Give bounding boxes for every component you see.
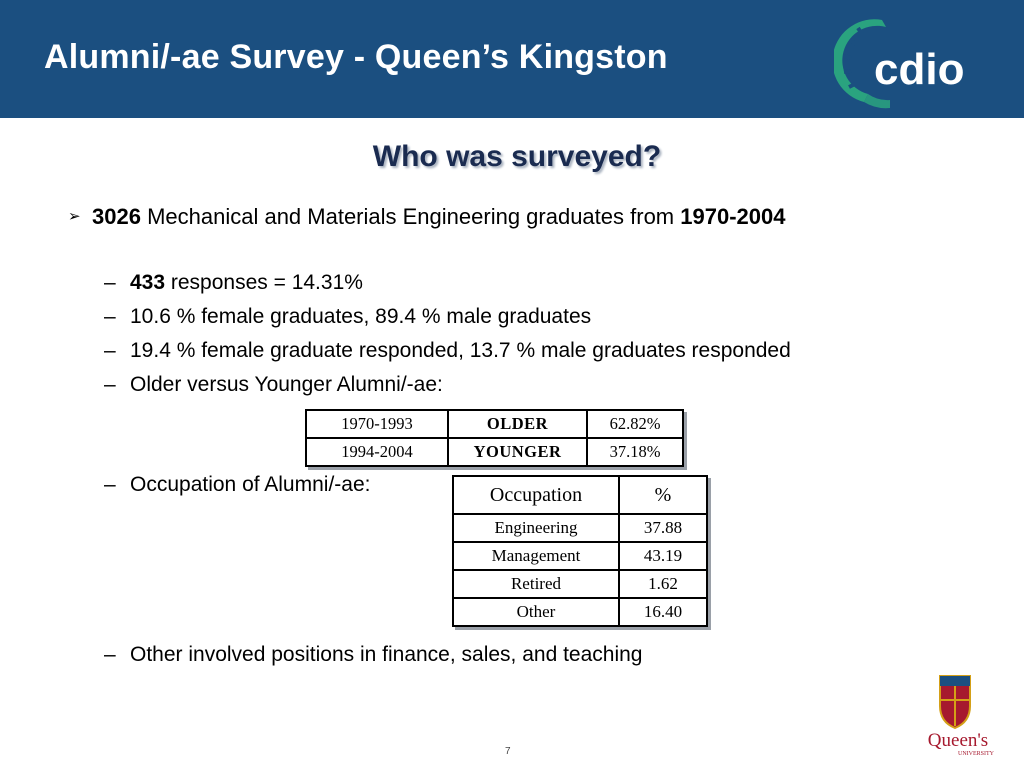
- table-header-row: Occupation %: [452, 475, 708, 515]
- column-header: %: [618, 475, 708, 515]
- queens-university-logo: Queen's UNIVERSITY: [928, 675, 995, 757]
- sub-bullet-text: responses = 14.31%: [165, 271, 363, 294]
- table-cell: 1.62: [618, 569, 708, 599]
- table-row: Retired 1.62: [452, 569, 708, 599]
- table-cell: 37.88: [618, 513, 708, 543]
- table-row: 1970-1993 OLDER 62.82%: [305, 409, 684, 439]
- dash-marker: –: [104, 643, 116, 666]
- sub-bullet-text: Occupation of Alumni/-ae:: [130, 473, 371, 496]
- table-cell: Other: [452, 597, 620, 627]
- table-cell: OLDER: [447, 409, 588, 439]
- queens-logo-text: Queen's: [928, 730, 988, 751]
- sub-bullet: – Other involved positions in finance, sa…: [104, 642, 642, 668]
- dash-marker: –: [104, 271, 116, 294]
- table-cell: Retired: [452, 569, 620, 599]
- table-cell: 43.19: [618, 541, 708, 571]
- sub-bullet: – Older versus Younger Alumni/-ae:: [104, 372, 443, 398]
- main-bullet: ➢ 3026 Mechanical and Materials Engineer…: [68, 203, 948, 231]
- table-cell: 62.82%: [586, 409, 684, 439]
- queens-logo-subtext: UNIVERSITY: [958, 751, 995, 757]
- column-header: Occupation: [452, 475, 620, 515]
- table-cell: Management: [452, 541, 620, 571]
- dash-marker: –: [104, 473, 116, 496]
- dash-marker: –: [104, 305, 116, 328]
- sub-bullet-text: 19.4 % female graduate responded, 13.7 %…: [130, 339, 791, 362]
- cdio-logo: cdio: [834, 19, 964, 109]
- dash-marker: –: [104, 373, 116, 396]
- sub-bullet: –19.4 % female graduate responded, 13.7 …: [104, 338, 791, 364]
- table-cell: YOUNGER: [447, 437, 588, 467]
- arrow-bullet-icon: ➢: [68, 208, 81, 225]
- age-group-table: 1970-1993 OLDER 62.82% 1994-2004 YOUNGER…: [305, 409, 684, 467]
- header-bar: Alumni/-ae Survey - Queen’s Kingston cdi…: [0, 0, 1024, 118]
- sub-bullet: –433 responses = 14.31%: [104, 270, 363, 296]
- response-count: 433: [130, 271, 166, 294]
- graduate-count: 3026: [92, 204, 141, 229]
- table-cell: 37.18%: [586, 437, 684, 467]
- table-row: Management 43.19: [452, 541, 708, 571]
- table-cell: 1970-1993: [305, 409, 449, 439]
- main-bullet-text: Mechanical and Materials Engineering gra…: [140, 204, 681, 229]
- slide-subtitle: Who was surveyed?: [372, 140, 662, 173]
- table-cell: 16.40: [618, 597, 708, 627]
- sub-bullet-text: 10.6 % female graduates, 89.4 % male gra…: [130, 305, 592, 328]
- table-cell: Engineering: [452, 513, 620, 543]
- table-cell: 1994-2004: [305, 437, 449, 467]
- dash-marker: –: [104, 339, 116, 362]
- cdio-logo-text: cdio: [874, 45, 964, 94]
- table-row: 1994-2004 YOUNGER 37.18%: [305, 437, 684, 467]
- slide-title: Alumni/-ae Survey - Queen’s Kingston: [44, 38, 668, 76]
- table-row: Other 16.40: [452, 597, 708, 627]
- occupation-table: Occupation % Engineering 37.88 Managemen…: [452, 475, 708, 627]
- sub-bullet: –10.6 % female graduates, 89.4 % male gr…: [104, 304, 591, 330]
- page-number: 7: [505, 746, 511, 757]
- sub-bullet: – Occupation of Alumni/-ae:: [104, 472, 370, 498]
- sub-bullet-text: Older versus Younger Alumni/-ae:: [130, 373, 443, 396]
- table-row: Engineering 37.88: [452, 513, 708, 543]
- sub-bullet-text: Other involved positions in finance, sal…: [130, 643, 643, 666]
- year-range: 1970-2004: [680, 204, 786, 229]
